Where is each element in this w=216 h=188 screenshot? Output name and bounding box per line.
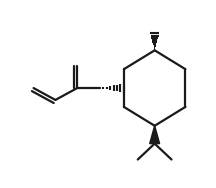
Polygon shape	[150, 126, 160, 144]
